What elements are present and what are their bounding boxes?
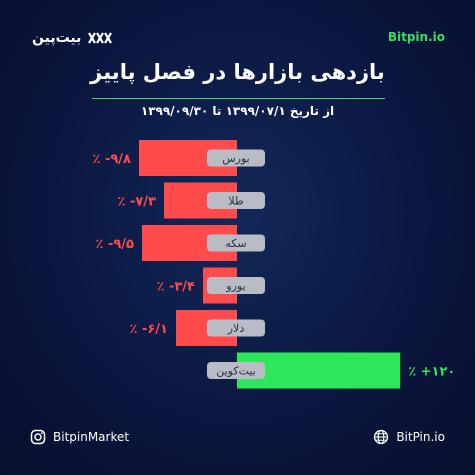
category-label-bg-5 xyxy=(207,362,265,379)
instagram-handle[interactable]: BitpinMarket xyxy=(30,429,129,445)
site-url: Bitpin.io xyxy=(387,30,445,44)
category-label-0: بورس xyxy=(222,152,249,165)
value-label-2: ٪ -۹/۵ xyxy=(96,237,135,252)
value-label-0: ٪ -۹/۸ xyxy=(93,152,132,167)
instagram-handle-text: BitpinMarket xyxy=(53,430,130,444)
website-text: BitPin.io xyxy=(396,430,445,444)
returns-chart: بورس ٪ -۹/۸ طلا ٪ -۷/۳ سکه ٪ -۹/۵ یورو ٪ -۳/۴ دل… xyxy=(93,140,455,389)
title-underline xyxy=(92,98,385,99)
chart-title: بازدهی بازارها در فصل پاییز xyxy=(90,60,385,84)
chart-subtitle: از تاریخ ۱۳۹۹/۰۷/۱ تا ۱۳۹۹/۰۹/۳۰ xyxy=(140,104,335,118)
category-label-4: دلار xyxy=(227,322,245,335)
category-label-2: سکه xyxy=(225,237,246,250)
category-label-5: بیت‌کوین xyxy=(216,365,256,378)
category-label-bg-0 xyxy=(207,149,265,167)
category-label-bg-4 xyxy=(207,319,265,337)
value-label-3: ٪ -۳/۴ xyxy=(157,280,196,295)
category-label-bg-2 xyxy=(207,234,265,252)
website-link[interactable]: BitPin.io xyxy=(373,429,445,445)
value-label-5: ٪ +۱۲۰ xyxy=(408,365,455,380)
category-label-3: یورو xyxy=(225,280,245,293)
brand-name: بیت‌پین xyxy=(32,30,82,46)
instagram-icon xyxy=(30,429,46,445)
brand-logo: بیت‌پین xyxy=(32,30,113,46)
category-label-bg-1 xyxy=(207,192,265,209)
globe-icon xyxy=(374,429,389,445)
value-label-1: ٪ -۷/۳ xyxy=(118,195,157,210)
brand-mark-icon xyxy=(88,32,113,44)
value-label-4: ٪ -۶/۱ xyxy=(130,322,168,337)
category-label-bg-3 xyxy=(207,277,265,294)
category-label-1: طلا xyxy=(228,195,244,208)
